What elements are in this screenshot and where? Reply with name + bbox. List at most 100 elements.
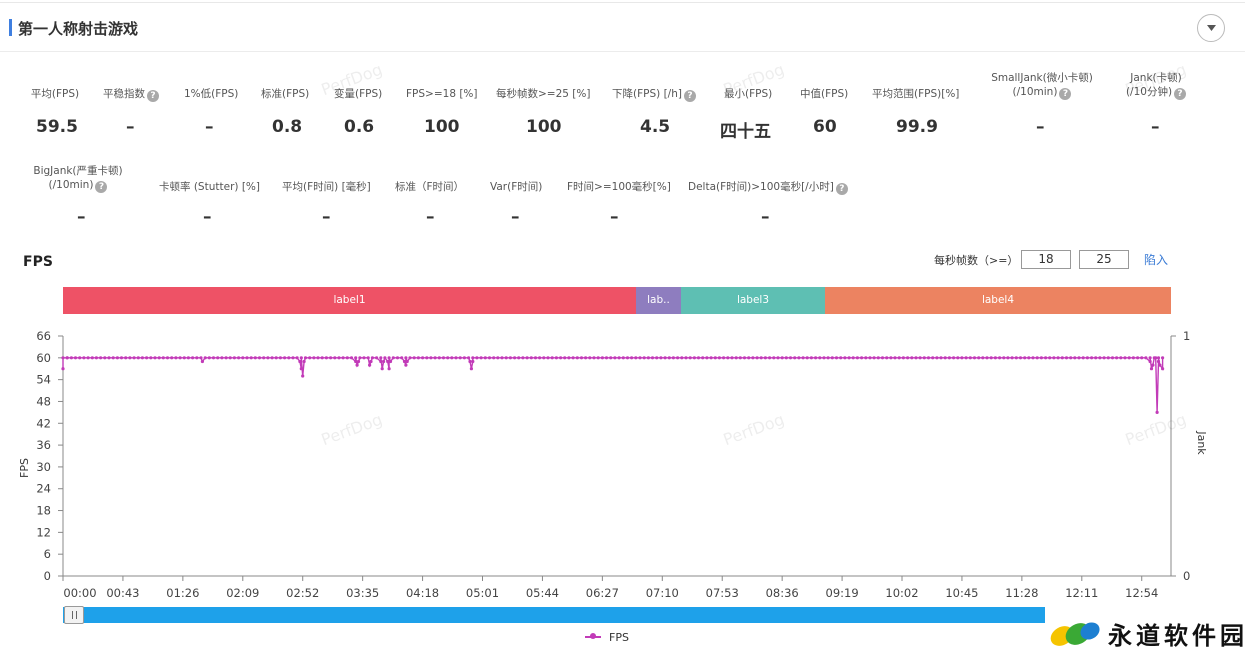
- fps-data-point[interactable]: [960, 356, 964, 360]
- fps-data-point[interactable]: [638, 356, 642, 360]
- fps-data-point[interactable]: [149, 356, 153, 360]
- fps-data-point[interactable]: [575, 356, 579, 360]
- fps-data-point[interactable]: [989, 356, 993, 360]
- fps-data-point[interactable]: [475, 356, 479, 360]
- fps-data-point[interactable]: [751, 356, 755, 360]
- help-icon[interactable]: ?: [95, 181, 108, 193]
- fps-data-point[interactable]: [805, 356, 809, 360]
- fps-data-point[interactable]: [379, 359, 383, 364]
- fps-data-point[interactable]: [283, 356, 287, 360]
- fps-data-point[interactable]: [1044, 356, 1048, 360]
- fps-data-point[interactable]: [270, 356, 274, 360]
- fps-data-point[interactable]: [266, 356, 270, 360]
- fps-data-point[interactable]: [354, 359, 358, 364]
- label-band-4[interactable]: label4: [825, 287, 1171, 314]
- fps-data-point[interactable]: [542, 356, 546, 360]
- fps-data-point[interactable]: [533, 356, 538, 360]
- fps-data-point[interactable]: [462, 356, 466, 360]
- fps-data-point[interactable]: [851, 356, 855, 360]
- fps-data-point[interactable]: [567, 356, 571, 360]
- fps-data-point[interactable]: [985, 356, 989, 360]
- fps-data-point[interactable]: [1048, 356, 1052, 360]
- help-icon[interactable]: ?: [835, 183, 848, 195]
- fps-data-point[interactable]: [483, 356, 487, 360]
- fps-data-point[interactable]: [1102, 356, 1106, 360]
- fps-data-point[interactable]: [814, 356, 818, 360]
- fps-data-point[interactable]: [1052, 356, 1056, 360]
- fps-data-point[interactable]: [784, 356, 788, 360]
- fps-data-point[interactable]: [726, 356, 730, 360]
- fps-data-point[interactable]: [906, 356, 910, 360]
- import-link[interactable]: 陷入: [1144, 253, 1169, 267]
- fps-data-point[interactable]: [981, 356, 985, 360]
- fps-data-point[interactable]: [918, 356, 922, 360]
- fps-data-point[interactable]: [1106, 356, 1110, 360]
- fps-data-point[interactable]: [559, 356, 563, 360]
- fps-data-point[interactable]: [303, 356, 308, 360]
- fps-data-point[interactable]: [1085, 356, 1089, 360]
- fps-data-point[interactable]: [529, 356, 533, 360]
- label-band-3[interactable]: label3: [681, 287, 825, 314]
- fps-data-point[interactable]: [1154, 356, 1158, 360]
- fps-data-point[interactable]: [370, 356, 374, 360]
- fps-data-point[interactable]: [1006, 356, 1010, 360]
- fps-data-point[interactable]: [386, 359, 390, 364]
- fps-data-point[interactable]: [592, 356, 596, 360]
- fps-data-point[interactable]: [73, 356, 78, 360]
- fps-data-point[interactable]: [613, 356, 617, 360]
- fps-data-point[interactable]: [1131, 356, 1135, 360]
- fps-data-point[interactable]: [876, 356, 880, 360]
- fps-data-point[interactable]: [128, 356, 132, 360]
- fps-data-point[interactable]: [200, 359, 204, 364]
- label-band-1[interactable]: label1: [63, 287, 636, 314]
- fps-data-point[interactable]: [369, 359, 373, 364]
- fps-data-point[interactable]: [216, 356, 220, 360]
- fps-data-point[interactable]: [433, 356, 437, 360]
- fps-data-point[interactable]: [329, 356, 333, 360]
- fps-data-point[interactable]: [153, 356, 157, 360]
- fps-data-point[interactable]: [349, 356, 354, 360]
- fps-data-point[interactable]: [400, 356, 404, 360]
- fps-data-point[interactable]: [822, 356, 826, 360]
- fps-data-point[interactable]: [630, 356, 634, 360]
- fps-data-point[interactable]: [897, 356, 901, 360]
- fps-data-point[interactable]: [86, 356, 90, 360]
- fps-data-point[interactable]: [136, 356, 140, 360]
- fps-data-point[interactable]: [291, 356, 295, 360]
- fps-data-point[interactable]: [525, 356, 529, 360]
- fps-data-point[interactable]: [972, 356, 977, 360]
- fps-data-point[interactable]: [1077, 356, 1081, 360]
- fps-data-point[interactable]: [379, 356, 383, 360]
- fps-data-point[interactable]: [604, 356, 609, 360]
- fps-data-point[interactable]: [956, 356, 960, 360]
- fps-data-point[interactable]: [1035, 356, 1039, 360]
- fps-data-point[interactable]: [375, 356, 379, 360]
- fps-data-point[interactable]: [469, 367, 473, 371]
- fps-data-point[interactable]: [1081, 356, 1085, 360]
- fps-data-point[interactable]: [1064, 356, 1069, 360]
- fps-data-point[interactable]: [412, 356, 416, 360]
- fps-data-point[interactable]: [1148, 359, 1152, 364]
- fps-data-point[interactable]: [299, 367, 303, 371]
- collapse-button[interactable]: [1197, 14, 1225, 42]
- fps-data-point[interactable]: [356, 359, 361, 364]
- fps-data-point[interactable]: [1002, 356, 1006, 360]
- fps-data-point[interactable]: [1136, 356, 1140, 360]
- fps-data-point[interactable]: [793, 356, 797, 360]
- fps-data-point[interactable]: [195, 356, 199, 360]
- fps-data-point[interactable]: [382, 359, 386, 364]
- fps-data-point[interactable]: [1151, 363, 1155, 367]
- fps-data-point[interactable]: [914, 356, 918, 360]
- fps-data-point[interactable]: [99, 356, 103, 360]
- fps-data-point[interactable]: [797, 356, 801, 360]
- fps-data-point[interactable]: [922, 356, 926, 360]
- fps-data-point[interactable]: [140, 356, 144, 360]
- fps-data-point[interactable]: [554, 356, 559, 360]
- fps-data-point[interactable]: [237, 356, 241, 360]
- fps-data-point[interactable]: [550, 356, 554, 360]
- fps-data-point[interactable]: [952, 356, 956, 360]
- fps-data-point[interactable]: [801, 356, 805, 360]
- fps-data-point[interactable]: [119, 356, 124, 360]
- fps-data-point[interactable]: [471, 359, 475, 364]
- label-band-2[interactable]: lab..: [636, 287, 681, 314]
